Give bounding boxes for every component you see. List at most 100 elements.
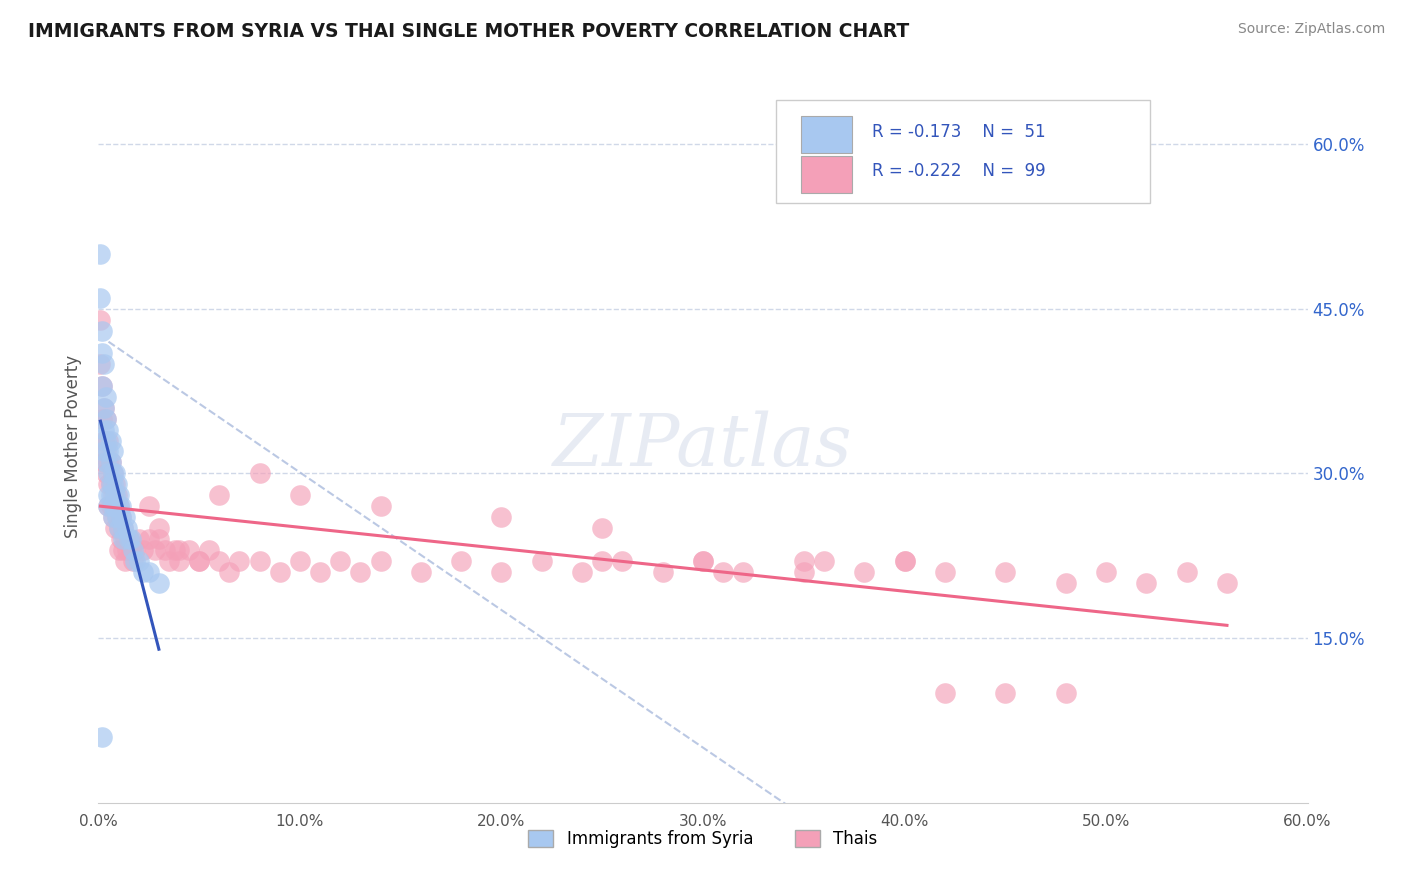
Immigrants from Syria xyxy=(105,477,128,491)
Thais xyxy=(96,411,118,425)
Immigrants from Syria xyxy=(100,434,122,448)
Thais xyxy=(132,543,155,558)
Thais xyxy=(89,357,111,371)
Thais xyxy=(118,533,141,547)
Thais xyxy=(103,477,125,491)
Thais xyxy=(110,510,132,524)
Thais xyxy=(491,566,513,580)
Thais xyxy=(100,477,122,491)
Thais xyxy=(711,566,734,580)
Immigrants from Syria xyxy=(96,455,118,469)
Immigrants from Syria xyxy=(97,423,120,437)
Immigrants from Syria xyxy=(128,554,150,568)
Thais xyxy=(198,543,221,558)
Thais xyxy=(114,533,136,547)
Immigrants from Syria xyxy=(100,488,122,502)
Thais xyxy=(93,455,115,469)
Thais xyxy=(115,543,138,558)
Thais xyxy=(370,500,392,514)
Thais xyxy=(97,500,120,514)
Immigrants from Syria xyxy=(110,510,132,524)
Thais xyxy=(138,533,160,547)
Thais xyxy=(89,312,111,326)
Thais xyxy=(309,566,332,580)
Immigrants from Syria xyxy=(103,488,125,502)
Thais xyxy=(97,434,120,448)
Immigrants from Syria xyxy=(121,543,143,558)
Immigrants from Syria xyxy=(110,500,132,514)
Thais xyxy=(114,554,136,568)
Thais xyxy=(692,554,714,568)
Immigrants from Syria xyxy=(93,401,115,415)
Thais xyxy=(491,510,513,524)
Thais xyxy=(107,543,129,558)
Immigrants from Syria xyxy=(97,444,120,458)
Thais xyxy=(1095,566,1118,580)
Thais xyxy=(1135,576,1157,591)
Immigrants from Syria xyxy=(118,533,141,547)
Thais xyxy=(249,467,271,481)
Thais xyxy=(110,533,132,547)
Thais xyxy=(103,521,125,535)
Thais xyxy=(329,554,352,568)
Thais xyxy=(148,521,170,535)
Thais xyxy=(100,500,122,514)
Thais xyxy=(157,554,180,568)
Immigrants from Syria xyxy=(91,378,114,392)
Thais xyxy=(97,477,120,491)
Thais xyxy=(218,566,240,580)
Thais xyxy=(1054,686,1077,700)
Immigrants from Syria xyxy=(148,576,170,591)
Thais xyxy=(450,554,472,568)
Thais xyxy=(163,543,186,558)
Thais xyxy=(530,554,553,568)
Thais xyxy=(167,554,190,568)
Thais xyxy=(96,467,118,481)
Text: Source: ZipAtlas.com: Source: ZipAtlas.com xyxy=(1237,22,1385,37)
Text: IMMIGRANTS FROM SYRIA VS THAI SINGLE MOTHER POVERTY CORRELATION CHART: IMMIGRANTS FROM SYRIA VS THAI SINGLE MOT… xyxy=(28,22,910,41)
Immigrants from Syria xyxy=(100,455,122,469)
Text: R = -0.173    N =  51: R = -0.173 N = 51 xyxy=(872,123,1046,141)
Immigrants from Syria xyxy=(97,488,120,502)
Thais xyxy=(96,444,118,458)
Thais xyxy=(1216,576,1239,591)
Thais xyxy=(111,543,134,558)
Immigrants from Syria xyxy=(91,345,114,359)
Thais xyxy=(93,434,115,448)
Immigrants from Syria xyxy=(115,521,138,535)
Immigrants from Syria xyxy=(111,521,134,535)
Thais xyxy=(1054,576,1077,591)
Immigrants from Syria xyxy=(101,500,124,514)
Text: R = -0.222    N =  99: R = -0.222 N = 99 xyxy=(872,162,1046,180)
Immigrants from Syria xyxy=(138,566,160,580)
Thais xyxy=(101,510,124,524)
Immigrants from Syria xyxy=(114,510,136,524)
Thais xyxy=(591,521,613,535)
Y-axis label: Single Mother Poverty: Single Mother Poverty xyxy=(65,354,83,538)
Thais xyxy=(120,543,142,558)
Immigrants from Syria xyxy=(107,521,129,535)
Immigrants from Syria xyxy=(91,730,114,744)
Thais xyxy=(138,500,160,514)
Thais xyxy=(813,554,835,568)
Thais xyxy=(853,566,876,580)
Immigrants from Syria xyxy=(103,500,125,514)
Thais xyxy=(188,554,211,568)
Thais xyxy=(692,554,714,568)
Thais xyxy=(105,510,128,524)
Thais xyxy=(124,543,146,558)
Thais xyxy=(249,554,271,568)
Thais xyxy=(571,566,593,580)
FancyBboxPatch shape xyxy=(801,116,852,153)
Immigrants from Syria xyxy=(93,444,115,458)
Thais xyxy=(153,543,176,558)
Immigrants from Syria xyxy=(101,467,124,481)
FancyBboxPatch shape xyxy=(801,155,852,193)
Immigrants from Syria xyxy=(105,510,128,524)
Immigrants from Syria xyxy=(96,411,118,425)
Thais xyxy=(91,411,114,425)
Thais xyxy=(167,543,190,558)
Legend: Immigrants from Syria, Thais: Immigrants from Syria, Thais xyxy=(522,823,884,855)
Thais xyxy=(107,500,129,514)
Thais xyxy=(651,566,673,580)
